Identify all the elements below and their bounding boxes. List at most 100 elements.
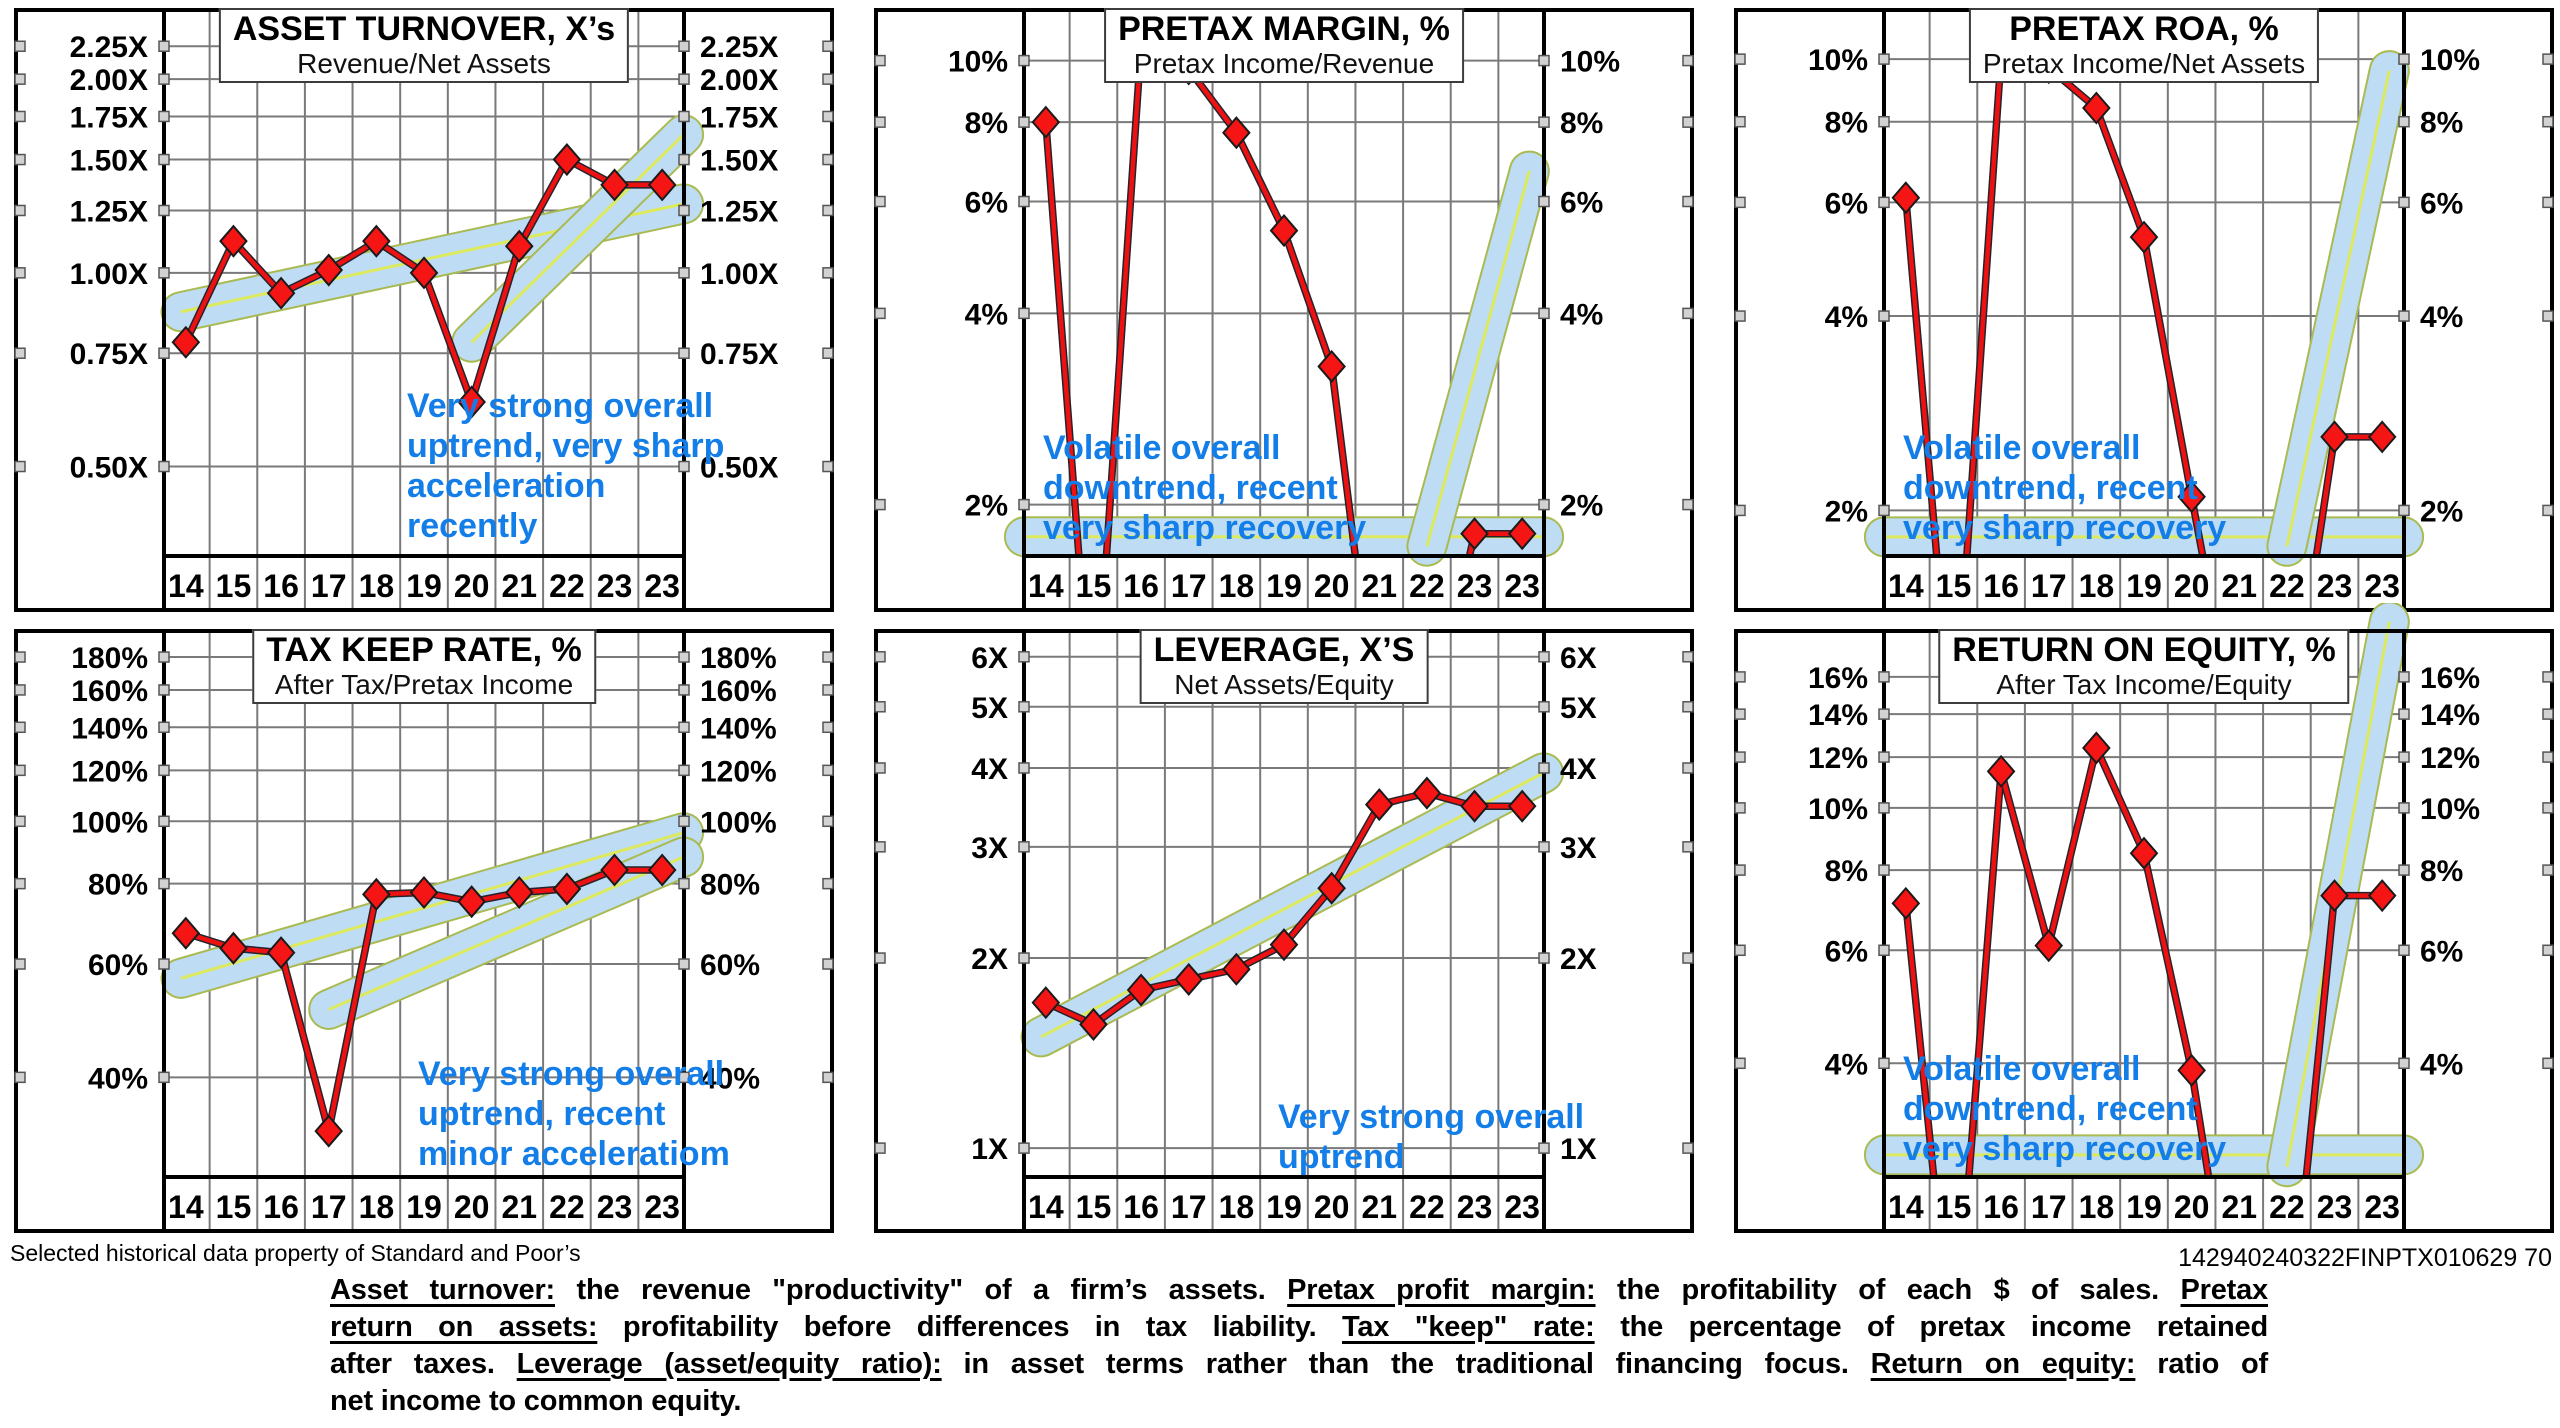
tick-mark <box>1538 841 1550 853</box>
y-tick-label-right: 5X <box>1560 692 1597 725</box>
trend-band-centerline <box>1425 170 1531 547</box>
trend-annotation-line: Volatile overall <box>1043 429 1281 467</box>
y-tick-label-right: 0.50X <box>700 452 778 485</box>
y-tick-label-left: 6% <box>1825 187 1868 220</box>
tick-mark <box>874 841 886 853</box>
y-tick-label-left: 40% <box>88 1062 148 1095</box>
tick-mark <box>1878 671 1890 683</box>
x-year-label: 23 <box>1504 1189 1540 1225</box>
x-year-label: 15 <box>1936 568 1972 604</box>
tick-mark <box>822 651 834 663</box>
tick-mark <box>2398 53 2410 65</box>
y-tick-label-right: 120% <box>700 755 777 788</box>
tick-mark <box>158 815 170 828</box>
glossary-line: return on assets: profitability before d… <box>330 1309 2268 1346</box>
x-year-label: 21 <box>501 568 537 604</box>
data-point-diamond <box>314 1114 344 1148</box>
y-tick-label-left: 1.25X <box>70 195 148 228</box>
y-tick-label-left: 8% <box>1825 107 1868 140</box>
tick-mark <box>158 110 170 123</box>
glossary-text: ratio of <box>2135 1348 2268 1380</box>
tick-mark <box>14 267 26 279</box>
tick-mark <box>874 498 886 511</box>
y-tick-label-left: 12% <box>1808 742 1868 775</box>
glossary-text: the revenue "productivity" of a firm’s a… <box>555 1274 1288 1306</box>
data-point-diamond <box>314 253 344 287</box>
chart-title: ASSET TURNOVER, X’s <box>232 10 616 48</box>
x-year-label: 17 <box>311 1189 347 1225</box>
tick-mark <box>1734 671 1746 683</box>
data-point-diamond <box>171 916 201 950</box>
tick-mark <box>1018 498 1030 511</box>
data-point-diamond <box>1031 105 1061 139</box>
x-year-label: 17 <box>1171 1189 1207 1225</box>
x-year-label: 23 <box>1457 568 1493 604</box>
data-point-diamond <box>2177 480 2206 514</box>
x-year-label: 15 <box>1936 1189 1972 1225</box>
data-point-diamond <box>1891 886 1921 920</box>
chart-title: RETURN ON EQUITY, % <box>1952 631 2336 669</box>
y-tick-label-right: 40% <box>700 1062 760 1095</box>
trend-annotation-line: downtrend, recent <box>1043 469 1338 507</box>
x-year-label: 23 <box>597 568 633 604</box>
tick-mark <box>1018 307 1030 320</box>
y-tick-label-right: 16% <box>2420 662 2480 695</box>
tick-mark <box>158 460 170 473</box>
tick-mark <box>14 651 26 663</box>
tick-mark <box>14 721 26 734</box>
y-tick-label-right: 1.75X <box>700 101 778 134</box>
data-point-diamond <box>1317 349 1346 383</box>
tick-mark <box>822 684 834 696</box>
tick-mark <box>874 195 886 208</box>
tick-mark <box>1538 54 1550 67</box>
x-year-label: 22 <box>2269 568 2305 604</box>
glossary-term: Asset turnover: <box>330 1274 555 1306</box>
data-point-diamond <box>219 931 248 965</box>
y-tick-label-right: 8% <box>2420 855 2463 888</box>
tick-mark <box>1734 115 1746 128</box>
y-tick-label-left: 100% <box>71 806 148 839</box>
data-point-diamond <box>2367 879 2397 913</box>
chart-title-box: TAX KEEP RATE, % After Tax/Pretax Income <box>252 629 596 704</box>
tick-mark <box>2542 504 2554 517</box>
y-tick-label-left: 4X <box>971 753 1008 786</box>
tick-mark <box>874 701 886 713</box>
glossary-term: Return on equity: <box>1870 1348 2136 1380</box>
y-tick-label-left: 2% <box>965 490 1008 523</box>
y-tick-label-left: 8% <box>1825 855 1868 888</box>
x-year-label: 23 <box>644 1189 680 1225</box>
y-tick-label-right: 140% <box>700 712 777 745</box>
tick-mark <box>14 347 26 359</box>
data-point-diamond <box>2177 1053 2206 1087</box>
tick-mark <box>2542 53 2554 65</box>
chart-canvas-return-on-equity: 16% 16% 14% 14% 12% 12% 10% 10% 8% 8% 6% 6% 4% 4% 14 15… <box>1734 603 2554 1233</box>
x-year-label: 18 <box>1219 568 1255 604</box>
tick-mark <box>14 204 26 217</box>
y-tick-label-right: 14% <box>2420 699 2480 732</box>
tick-mark <box>678 651 690 663</box>
trend-annotation-line: recently <box>407 507 538 545</box>
y-tick-label-right: 1.25X <box>700 195 778 228</box>
x-year-label: 17 <box>311 568 347 604</box>
y-tick-label-left: 2.00X <box>70 64 148 97</box>
tick-mark <box>1682 1142 1694 1154</box>
tick-mark <box>1018 116 1030 128</box>
chart-canvas-pretax-roa: 10% 10% 8% 8% 6% 6% 4% 4% 2% 2% 14 15 16 17 18 19 20 21 22… <box>1734 8 2554 612</box>
y-tick-label-right: 4% <box>2420 1048 2463 1081</box>
tick-mark <box>678 110 690 123</box>
data-point-diamond <box>1412 776 1442 810</box>
chart-title-box: RETURN ON EQUITY, % After Tax Income/Equi… <box>1938 629 2350 704</box>
chart-subtitle: Pretax Income/Revenue <box>1133 48 1435 79</box>
chart-subtitle: Pretax Income/Net Assets <box>1982 48 2306 79</box>
data-point-diamond <box>2320 420 2349 454</box>
y-tick-label-right: 12% <box>2420 742 2480 775</box>
y-tick-label-left: 4% <box>1825 1048 1868 1081</box>
x-year-label: 21 <box>1361 1189 1397 1225</box>
tick-mark <box>14 877 26 890</box>
tick-mark <box>158 721 170 734</box>
trend-annotation: Very strong overall uptrend, recent minor … <box>418 1054 730 1174</box>
tick-mark <box>2398 671 2410 683</box>
y-tick-label-left: 14% <box>1808 699 1868 732</box>
data-point-diamond <box>600 168 629 202</box>
